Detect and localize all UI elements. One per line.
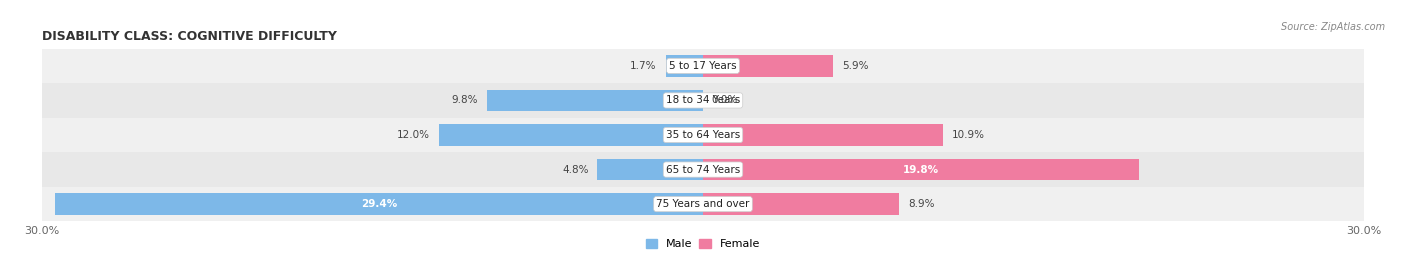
Bar xyxy=(703,55,832,77)
Bar xyxy=(486,90,703,111)
Text: 9.8%: 9.8% xyxy=(451,95,478,106)
Bar xyxy=(42,118,1364,152)
Bar xyxy=(42,49,1364,83)
Text: 5.9%: 5.9% xyxy=(842,61,869,71)
Text: DISABILITY CLASS: COGNITIVE DIFFICULTY: DISABILITY CLASS: COGNITIVE DIFFICULTY xyxy=(42,30,337,43)
Bar xyxy=(665,55,703,77)
Text: 8.9%: 8.9% xyxy=(908,199,935,209)
Text: 1.7%: 1.7% xyxy=(630,61,657,71)
Bar xyxy=(703,124,943,146)
Text: 19.8%: 19.8% xyxy=(903,164,939,175)
Bar xyxy=(703,193,898,215)
Bar xyxy=(42,83,1364,118)
Text: 65 to 74 Years: 65 to 74 Years xyxy=(666,164,740,175)
Text: 35 to 64 Years: 35 to 64 Years xyxy=(666,130,740,140)
Text: 29.4%: 29.4% xyxy=(361,199,398,209)
Bar xyxy=(55,193,703,215)
Text: 10.9%: 10.9% xyxy=(952,130,986,140)
Text: Source: ZipAtlas.com: Source: ZipAtlas.com xyxy=(1281,22,1385,32)
Text: 18 to 34 Years: 18 to 34 Years xyxy=(666,95,740,106)
Bar xyxy=(42,152,1364,187)
Text: 12.0%: 12.0% xyxy=(396,130,430,140)
Text: 75 Years and over: 75 Years and over xyxy=(657,199,749,209)
Bar xyxy=(439,124,703,146)
Text: 0.0%: 0.0% xyxy=(711,95,738,106)
Text: 4.8%: 4.8% xyxy=(562,164,589,175)
Text: 5 to 17 Years: 5 to 17 Years xyxy=(669,61,737,71)
Bar xyxy=(703,159,1139,180)
Bar xyxy=(42,187,1364,221)
Bar xyxy=(598,159,703,180)
Legend: Male, Female: Male, Female xyxy=(641,235,765,254)
